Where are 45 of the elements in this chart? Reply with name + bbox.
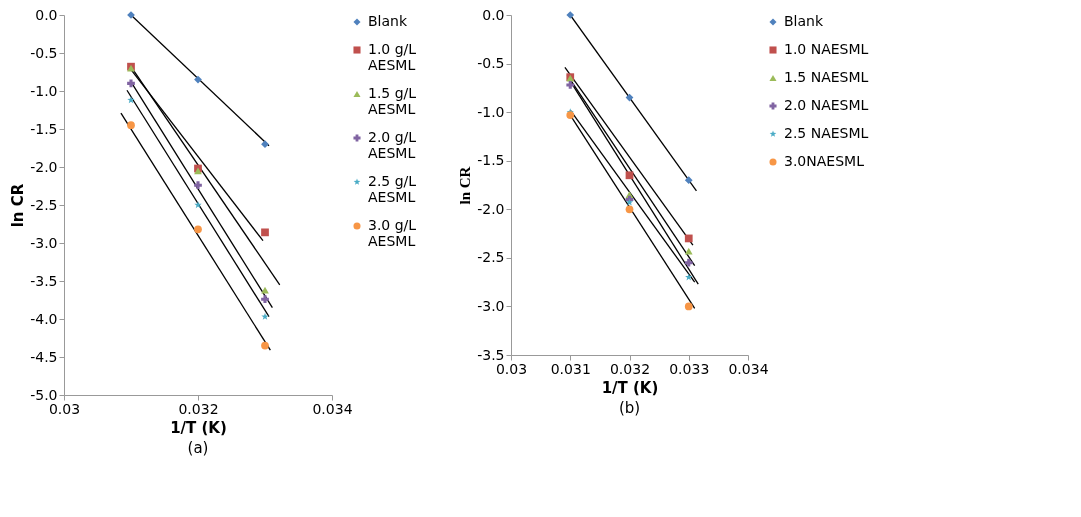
y-tick-label: -5.0 xyxy=(30,386,58,403)
legend-label: 1.5 g/L AESML xyxy=(368,85,417,117)
legend-label: 2.5 g/L AESML xyxy=(368,173,417,205)
legend-label: Blank xyxy=(368,13,408,29)
y-tick-label: -0.5 xyxy=(30,44,58,61)
x-tick-label: 0.033 xyxy=(669,360,710,377)
legend-label: 1.0 g/L AESML xyxy=(368,41,417,73)
legend-label: 2.5 NAESML xyxy=(784,125,869,141)
legend-label: 2.0 NAESML xyxy=(784,97,869,113)
x-axis-title: 1/T (K) xyxy=(170,418,227,437)
y-tick-label: 0.0 xyxy=(482,6,505,23)
y-tick-label: -1.5 xyxy=(30,120,58,137)
legend-label: 2.0 g/L AESML xyxy=(368,129,417,161)
y-tick-label: -0.5 xyxy=(477,55,505,72)
y-tick-label: -2.5 xyxy=(477,249,505,266)
y-tick-label: -4.5 xyxy=(30,348,58,365)
legend-label: 1.5 NAESML xyxy=(784,69,869,85)
x-tick-label: 0.031 xyxy=(550,360,591,377)
y-tick-label: -1.0 xyxy=(477,103,505,120)
y-tick-label: 0.0 xyxy=(35,6,58,23)
x-tick-label: 0.03 xyxy=(48,400,81,417)
legend-label: 1.0 NAESML xyxy=(784,41,869,57)
legend-label: 3.0NAESML xyxy=(784,153,865,169)
y-tick-label: -1.0 xyxy=(30,82,58,99)
text: (a) xyxy=(187,439,209,457)
y-tick-label: -2.0 xyxy=(477,200,505,217)
y-tick-label: -1.5 xyxy=(477,152,505,169)
x-tick-label: 0.032 xyxy=(178,400,219,417)
y-axis-title: ln CR xyxy=(9,183,28,228)
y-tick-label: -2.5 xyxy=(30,196,58,213)
y-tick-label: -3.0 xyxy=(30,234,58,251)
legend-label: 3.0 g/L AESML xyxy=(368,217,417,249)
x-tick-label: 0.034 xyxy=(728,360,769,377)
y-tick-label: -3.0 xyxy=(477,297,505,314)
x-tick-label: 0.034 xyxy=(312,400,353,417)
x-tick-label: 0.03 xyxy=(495,360,528,377)
y-tick-label: -3.5 xyxy=(477,346,505,363)
x-tick-label: 0.032 xyxy=(609,360,651,377)
y-axis-title: ln CR xyxy=(457,166,474,205)
y-tick-label: -2.0 xyxy=(30,158,58,175)
y-tick-label: -4.0 xyxy=(30,310,58,327)
x-axis-title: 1/T (K) xyxy=(601,378,659,397)
y-tick-label: -3.5 xyxy=(30,272,58,289)
text: (b) xyxy=(618,399,641,417)
legend-label: Blank xyxy=(784,13,824,29)
